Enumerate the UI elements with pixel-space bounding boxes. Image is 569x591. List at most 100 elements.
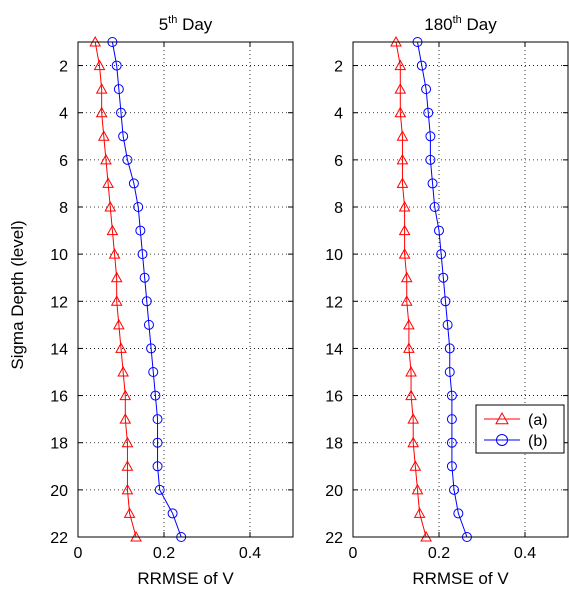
series-line-a [94,41,137,538]
y-tick-label: 8 [59,200,68,217]
data-point-a [403,342,415,353]
data-point-b [122,154,133,165]
y-tick-label: 14 [50,341,68,358]
data-point-a [394,59,407,71]
data-point-b [135,225,146,236]
y-tick-label: 10 [50,247,68,264]
data-point-b [150,390,161,401]
data-point-b [148,367,159,377]
data-point-a [411,483,424,495]
y-axis-label: Sigma Depth (level) [8,220,27,369]
data-point-a [123,507,136,518]
data-point-a [115,342,127,353]
data-point-b [154,484,165,495]
x-tick-label: 0 [349,545,358,562]
legend-label: (a) [528,412,548,429]
data-point-b [446,390,457,401]
data-point-a [100,153,112,165]
data-point-b [444,343,455,354]
data-point-a [110,295,123,306]
data-point-a [398,248,411,259]
data-point-a [400,295,413,306]
data-point-a [113,318,125,330]
x-tick-label: 0.4 [239,545,261,562]
legend-box [475,404,565,454]
data-point-b [453,508,464,519]
data-point-a [110,271,123,283]
data-point-a [405,389,417,401]
data-point-a [394,106,407,118]
data-point-a [108,248,121,259]
data-point-b [438,272,449,283]
data-point-a [396,153,409,165]
axes-frame [352,41,569,538]
data-point-b [133,202,144,212]
legend: (a) (b) [475,404,565,454]
y-tick-label: 12 [50,294,68,311]
data-point-b [440,296,451,307]
data-point-b [143,319,154,330]
x-tick-label: 0.2 [428,545,450,562]
data-point-b [444,367,455,377]
data-point-b [152,414,163,425]
y-tick-label: 20 [50,483,68,500]
x-tick-label: 0 [74,545,83,562]
data-point-a [97,130,110,141]
x-axis-label: RRMSE of V [412,569,509,588]
data-point-a [398,224,411,236]
legend-marker [495,411,509,425]
data-point-b [111,60,122,71]
data-point-b [421,84,432,95]
data-point-a [119,389,132,401]
panel-1: 0 0.2 0.4 2 4 6 8 10 12 14 16 18 20 22 5th Day RRMSE of… [50,14,294,588]
data-point-b [167,508,178,519]
data-point-b [436,249,447,260]
data-point-b [429,202,440,212]
series-line-a [395,41,427,538]
y-tick-label: 16 [50,389,68,406]
y-tick-label: 2 [334,59,343,76]
data-point-a [396,177,409,188]
data-point-a [119,413,132,424]
data-point-a [398,200,411,212]
x-axis-label: RRMSE of V [137,569,234,588]
x-tick-label: 0.2 [153,545,175,562]
data-point-a [95,106,108,118]
data-point-b [128,178,139,189]
series-line-b [417,41,468,538]
y-tick-label: 2 [59,59,68,76]
data-point-a [104,200,117,212]
data-point-b [423,107,434,118]
y-tick-label: 18 [325,436,343,453]
data-point-b [425,154,436,165]
legend-label: (b) [528,433,548,450]
data-point-a [405,365,417,377]
data-point-b [141,296,152,307]
data-point-a [407,436,420,448]
data-point-a [407,413,420,424]
y-tick-label: 14 [325,341,343,358]
data-point-b [152,461,163,472]
data-point-b [449,484,460,495]
data-point-b [446,414,457,425]
data-point-a [396,130,409,141]
data-point-a [102,177,114,188]
y-tick-label: 18 [50,436,68,453]
y-tick-label: 22 [325,530,343,547]
x-tick-label: 0.4 [514,545,536,562]
axes-frame [77,41,294,538]
y-tick-label: 22 [50,530,68,547]
data-point-a [121,436,134,448]
y-tick-label: 8 [334,200,343,217]
data-point-a [409,460,422,471]
data-point-b [113,84,124,95]
data-point-b [416,60,427,71]
y-tick-label: 4 [334,106,343,123]
panel-title: 5th Day [159,14,213,34]
data-point-a [95,83,108,94]
data-point-b [446,461,457,472]
y-tick-label: 12 [325,294,343,311]
data-point-b [116,107,126,118]
data-point-a [394,83,407,94]
data-point-b [137,249,148,260]
